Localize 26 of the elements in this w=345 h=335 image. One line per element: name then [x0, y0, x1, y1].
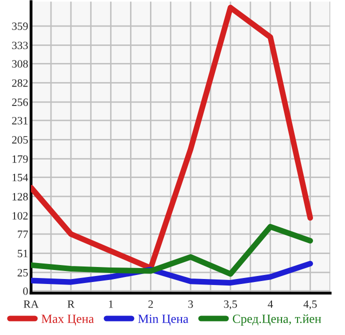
y-tick-label: 359 — [12, 22, 28, 30]
x-tick-label: 4 — [268, 300, 273, 308]
y-tick-label: 77 — [18, 230, 28, 238]
y-tick-label: 179 — [12, 155, 28, 163]
y-tick-label: 154 — [12, 174, 28, 182]
x-tick-label: R — [68, 300, 75, 308]
legend-label: Сред.Цена, т.йен — [232, 314, 322, 326]
y-tick-label: 333 — [12, 42, 28, 50]
y-tick-label: 128 — [12, 192, 28, 200]
x-tick-label: 3 — [188, 300, 193, 308]
y-tick-label: 205 — [12, 136, 28, 144]
legend-label: Min Цена — [138, 314, 188, 326]
y-tick-label: 0 — [23, 287, 28, 295]
y-tick-label: 102 — [12, 212, 28, 220]
x-tick-label: 4,5 — [303, 300, 317, 310]
x-tick-label: 2 — [148, 300, 153, 308]
x-tick-label: RA — [24, 300, 39, 308]
y-tick-label: 25 — [18, 268, 28, 276]
y-tick-label: 308 — [12, 60, 28, 68]
y-tick-label: 282 — [12, 79, 28, 87]
y-tick-label: 256 — [12, 98, 28, 106]
x-tick-label: 1 — [109, 300, 113, 308]
y-tick-label: 231 — [12, 116, 28, 124]
x-tick-label: 3,5 — [224, 300, 237, 310]
legend-label: Max Цена — [42, 314, 94, 326]
y-tick-label: 51 — [18, 250, 28, 258]
